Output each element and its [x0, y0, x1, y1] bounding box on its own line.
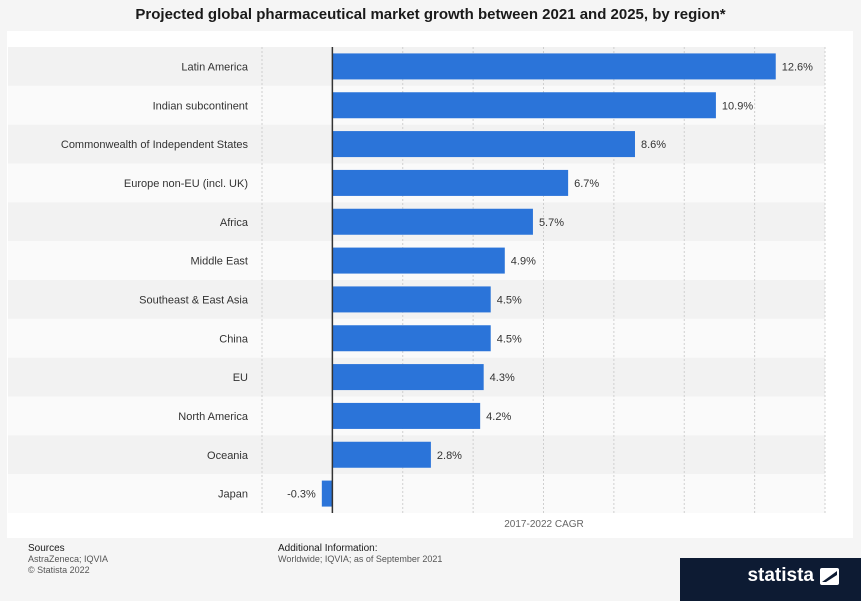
value-label: 2.8% — [437, 450, 462, 462]
bars — [321, 53, 776, 507]
statista-logo-icon — [820, 567, 839, 585]
grid-lines — [261, 47, 826, 513]
value-label: 12.6% — [782, 61, 813, 73]
bar[interactable] — [332, 53, 776, 80]
bar[interactable] — [332, 247, 505, 274]
category-label: Japan — [218, 489, 248, 501]
category-label: Middle East — [191, 256, 248, 268]
copyright-line: © Statista 2022 — [28, 565, 90, 575]
category-label: North America — [178, 411, 249, 423]
statista-logo[interactable]: statista — [747, 565, 839, 587]
bar[interactable] — [332, 169, 569, 196]
category-label: Indian subcontinent — [153, 100, 248, 112]
value-label: 5.7% — [539, 217, 564, 229]
value-label: 4.2% — [486, 411, 511, 423]
value-label: -0.3% — [287, 489, 316, 501]
bar[interactable] — [332, 131, 635, 158]
value-label: 4.9% — [511, 256, 536, 268]
value-label: 4.5% — [497, 294, 522, 306]
category-label: Latin America — [181, 61, 249, 73]
additional-info-heading: Additional Information: — [278, 543, 378, 554]
bar[interactable] — [332, 402, 481, 429]
bar[interactable] — [332, 441, 431, 468]
bar[interactable] — [332, 364, 484, 391]
category-label: Europe non-EU (incl. UK) — [124, 178, 248, 190]
category-label: Commonwealth of Independent States — [61, 139, 249, 151]
value-label: 4.3% — [490, 372, 515, 384]
value-label: 8.6% — [641, 139, 666, 151]
bar[interactable] — [332, 208, 533, 235]
category-labels: Latin America Indian subcontinent Commonwe… — [61, 61, 249, 500]
bar[interactable] — [332, 286, 491, 313]
value-label: 6.7% — [574, 178, 599, 190]
sources-heading: Sources — [28, 543, 65, 554]
category-label: China — [219, 333, 249, 345]
chart-title: Projected global pharmaceutical market g… — [135, 6, 726, 23]
category-label: EU — [233, 372, 248, 384]
brand-name: statista — [747, 565, 814, 586]
sources-line: AstraZeneca; IQVIA — [28, 554, 109, 564]
sources-block: Sources AstraZeneca; IQVIA © Statista 20… — [28, 543, 108, 576]
additional-info-block: Additional Information: Worldwide; IQVIA… — [278, 543, 442, 565]
bar-chart: Latin America Indian subcontinent Commonwe… — [8, 47, 826, 530]
category-label: Oceania — [207, 450, 249, 462]
x-axis-title: 2017-2022 CAGR — [504, 519, 584, 530]
additional-info-line: Worldwide; IQVIA; as of September 2021 — [278, 554, 443, 564]
bar[interactable] — [332, 325, 491, 352]
value-label: 10.9% — [722, 100, 753, 112]
value-label: 4.5% — [497, 333, 522, 345]
bar[interactable] — [332, 92, 716, 119]
category-label: Africa — [220, 217, 249, 229]
category-label: Southeast & East Asia — [139, 294, 249, 306]
value-labels: 12.6% 10.9% 8.6% 6.7% 5.7% 4.9% 4.5% 4.5% 4.3% 4.… — [287, 61, 813, 500]
row-band — [8, 474, 825, 513]
bar[interactable] — [321, 480, 333, 507]
